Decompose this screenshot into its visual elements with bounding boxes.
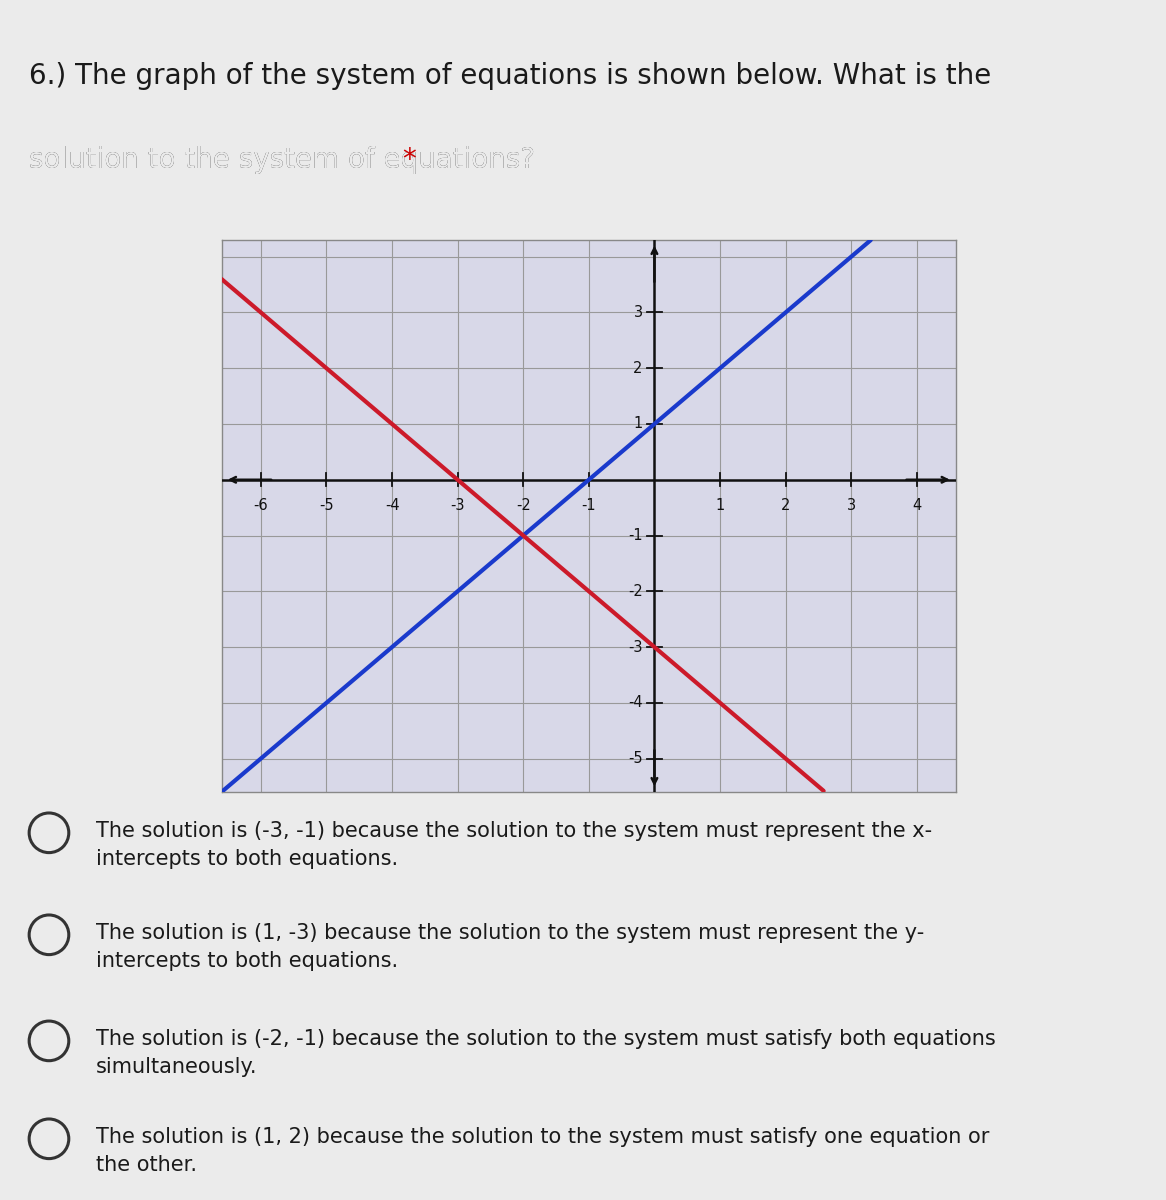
Text: 2: 2 [781, 498, 791, 512]
Text: 1: 1 [633, 416, 642, 432]
Text: -5: -5 [319, 498, 333, 512]
Text: 2: 2 [633, 361, 642, 376]
Text: -3: -3 [450, 498, 465, 512]
Text: -1: -1 [582, 498, 596, 512]
Text: solution to the system of equations?: solution to the system of equations? [29, 145, 545, 174]
Text: 6.) The graph of the system of equations is shown below. What is the: 6.) The graph of the system of equations… [29, 61, 991, 90]
Text: -1: -1 [628, 528, 642, 544]
Text: 3: 3 [847, 498, 856, 512]
Text: The solution is (-3, -1) because the solution to the system must represent the x: The solution is (-3, -1) because the sol… [96, 821, 932, 869]
Text: -2: -2 [515, 498, 531, 512]
Text: The solution is (1, -3) because the solution to the system must represent the y-: The solution is (1, -3) because the solu… [96, 923, 923, 971]
Text: 1: 1 [716, 498, 724, 512]
Text: -4: -4 [628, 695, 642, 710]
Text: -6: -6 [253, 498, 268, 512]
Text: -5: -5 [628, 751, 642, 766]
Text: -3: -3 [628, 640, 642, 654]
Text: -2: -2 [627, 583, 642, 599]
Text: solution to the system of equations? *: solution to the system of equations? * [29, 145, 557, 174]
Text: 3: 3 [633, 305, 642, 320]
Text: 4: 4 [912, 498, 921, 512]
Text: *: * [402, 145, 416, 174]
Text: -4: -4 [385, 498, 400, 512]
Text: The solution is (-2, -1) because the solution to the system must satisfy both eq: The solution is (-2, -1) because the sol… [96, 1028, 996, 1076]
Text: The solution is (1, 2) because the solution to the system must satisfy one equat: The solution is (1, 2) because the solut… [96, 1127, 989, 1175]
